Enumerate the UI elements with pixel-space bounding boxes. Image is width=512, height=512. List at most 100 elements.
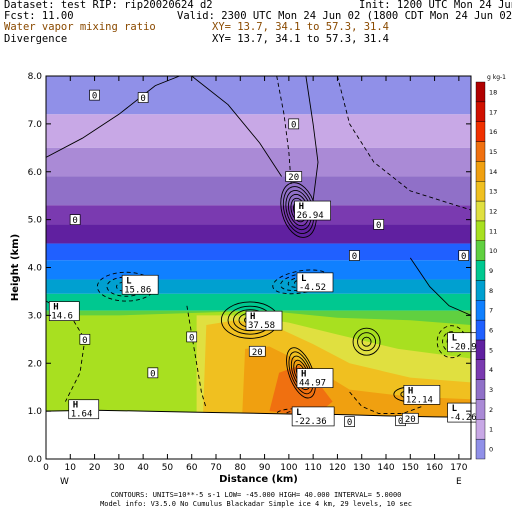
y-tick-label-0: 0.0 xyxy=(28,455,43,465)
forecast-hour-label: Fcst: 11.00 xyxy=(4,10,74,22)
endpoint-east: E xyxy=(456,477,462,487)
colorbar-label-12: 12 xyxy=(489,207,497,215)
contour-info-footer: CONTOURS: UNITS=10**-5 s-1 LOW= -45.000 … xyxy=(110,491,402,499)
contour-value-label-4: 0 xyxy=(376,221,381,231)
plot-header: Dataset: test RIP: rip20020624 d2 Init: … xyxy=(0,0,512,60)
colorbar-label-17: 17 xyxy=(489,108,497,116)
contour-value-box-9 xyxy=(147,367,159,379)
contour-value-box-7 xyxy=(79,333,91,345)
contour-line-updraft-right xyxy=(305,76,319,201)
extremum-type-3: L xyxy=(301,274,307,284)
moisture-band-4 xyxy=(46,205,471,225)
extremum-type-6: H xyxy=(73,401,78,411)
contour-line-center xyxy=(186,305,207,409)
x-tick-label-7: 70 xyxy=(210,463,222,473)
contour-line-upper-left xyxy=(46,76,180,158)
colorbar-swatch-14 xyxy=(475,161,486,182)
field1-xy-label: XY= 13.7, 34.1 to 57.3, 31.4 xyxy=(212,21,390,33)
colorbar-label-14: 14 xyxy=(489,168,497,176)
colorbar-swatch-6 xyxy=(475,319,486,341)
extremum-type-5: H xyxy=(301,370,306,380)
moisture-band-1 xyxy=(46,114,471,148)
y-axis-title: Height (km) xyxy=(10,234,21,301)
extremum-value-9: -4.26 xyxy=(450,413,477,423)
field2-xy-label: XY= 13.7, 34.1 to 57.3, 31.4 xyxy=(212,33,390,45)
contour-value-label-3: 0 xyxy=(72,216,77,226)
moisture-band-2 xyxy=(46,147,471,177)
contour-line-upper-center xyxy=(191,76,282,177)
colorbar-swatch-3 xyxy=(475,379,486,400)
colorbar-swatch-4 xyxy=(475,359,486,380)
extremum-box-3 xyxy=(296,272,334,293)
axes: 0 10 20 30 40 50 60 70 80 90 100 110 120 130 140 150 160… xyxy=(10,72,471,487)
colorbar-swatch-2 xyxy=(475,399,486,420)
contour-value-box-6 xyxy=(458,250,470,261)
extremum-box-5 xyxy=(296,368,334,388)
colorbar-label-15: 15 xyxy=(489,148,497,156)
contour-line-mid-right xyxy=(409,257,471,316)
x-axis-title: Distance (km) xyxy=(219,474,298,485)
contour-value-box-3 xyxy=(69,214,81,225)
x-tick-label-13: 130 xyxy=(353,463,370,473)
moisture-band-0 xyxy=(46,76,471,115)
contour-value-label-13: 20 xyxy=(252,348,263,358)
colorbar-label-13: 13 xyxy=(489,188,497,196)
colorbar-label-1: 1 xyxy=(489,426,493,434)
colorbar-label-10: 10 xyxy=(489,247,497,255)
colorbar-label-11: 11 xyxy=(489,227,497,235)
x-tick-label-2: 20 xyxy=(89,463,101,473)
x-tick-label-14: 140 xyxy=(377,463,394,473)
colorbar-label-3: 3 xyxy=(489,386,493,394)
colorbar-label-7: 7 xyxy=(489,307,493,315)
colorbar-swatch-16 xyxy=(475,121,486,142)
x-tick-label-17: 170 xyxy=(450,463,467,473)
extremum-value-1: 14.6 xyxy=(51,312,73,322)
colorbar-swatch-10 xyxy=(475,240,486,261)
colorbar-label-5: 5 xyxy=(489,346,493,354)
extremum-box-8 xyxy=(403,385,441,405)
colorbar-swatch-13 xyxy=(475,181,486,202)
extremum-value-10: -20.9 xyxy=(450,343,477,353)
colorbar-swatch-18 xyxy=(475,81,486,103)
model-info-footer: Model info: V3.5.0 No Cumulus Blackadar … xyxy=(100,500,412,508)
colorbar-label-2: 2 xyxy=(489,406,493,414)
colorbar-unit: g kg-1 xyxy=(487,74,506,81)
colorbar-swatch-15 xyxy=(475,141,486,162)
contour-value-label-5: 0 xyxy=(352,252,357,262)
contour-value-box-10 xyxy=(344,416,355,428)
contour-value-box-2 xyxy=(288,118,300,130)
contour-line-low-right xyxy=(349,391,423,414)
extremum-type-0: L xyxy=(126,276,132,286)
x-tick-label-12: 120 xyxy=(329,463,346,473)
dataset-label: Dataset: test RIP: rip20020624 d2 xyxy=(4,0,213,11)
y-tick-label-3: 3.0 xyxy=(28,311,43,321)
contour-value-box-14 xyxy=(401,412,419,424)
y-tick-label-7: 7.0 xyxy=(28,120,43,130)
field1-label: Water vapor mixing ratio xyxy=(4,21,156,33)
x-tick-label-6: 60 xyxy=(186,463,198,473)
valid-time-label: Valid: 2300 UTC Mon 24 Jun 02 (1800 CDT … xyxy=(177,10,512,22)
y-tick-label-1: 1.0 xyxy=(28,407,43,417)
colorbar-swatch-17 xyxy=(475,101,486,122)
colorbar-swatch-7 xyxy=(475,300,486,321)
extremum-box-4 xyxy=(245,310,283,331)
colorbar-swatch-12 xyxy=(475,200,486,222)
contour-value-label-6: 0 xyxy=(461,252,466,262)
extremum-type-9: L xyxy=(452,404,458,414)
moisture-band-9 xyxy=(46,293,471,311)
contour-positive-right-2 xyxy=(352,327,381,356)
x-tick-label-1: 10 xyxy=(65,463,77,473)
contour-positive-right-1 xyxy=(357,332,377,352)
contour-value-box-4 xyxy=(373,219,385,230)
moisture-band-15 xyxy=(269,365,333,414)
contour-labels: 0 000 00 00 000 0202020L15.86H14.6H26.94L-4.5… xyxy=(48,89,484,428)
contour-line-updraft-left xyxy=(276,76,292,187)
colorbar-label-9: 9 xyxy=(489,267,493,275)
colorbar-swatch-9 xyxy=(475,260,486,281)
extremum-box-6 xyxy=(68,399,100,420)
colorbar-swatch-5 xyxy=(475,339,486,360)
colorbar-swatch-11 xyxy=(475,220,486,241)
extremum-type-2: H xyxy=(299,202,304,212)
extremum-value-8: 12.14 xyxy=(406,395,433,405)
